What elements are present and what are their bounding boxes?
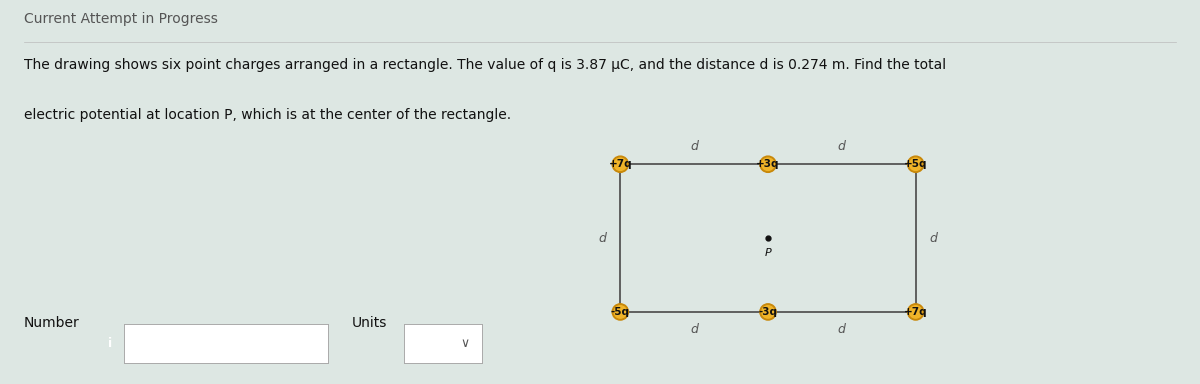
Text: +7q: +7q [904, 307, 928, 317]
Circle shape [762, 158, 774, 170]
Text: Number: Number [24, 316, 79, 329]
Text: d: d [838, 323, 846, 336]
Text: i: i [108, 337, 113, 350]
Text: P: P [764, 248, 772, 258]
Circle shape [614, 158, 626, 170]
Text: d: d [690, 323, 698, 336]
Text: The drawing shows six point charges arranged in a rectangle. The value of q is 3: The drawing shows six point charges arra… [24, 58, 946, 71]
Text: ∨: ∨ [461, 337, 470, 350]
Text: electric potential at location P, which is at the center of the rectangle.: electric potential at location P, which … [24, 108, 511, 121]
Circle shape [907, 304, 924, 320]
Text: d: d [838, 140, 846, 153]
Text: d: d [599, 232, 606, 245]
Text: +3q: +3q [756, 159, 780, 169]
Circle shape [760, 304, 776, 320]
Circle shape [614, 306, 626, 318]
Circle shape [910, 306, 922, 318]
Circle shape [910, 158, 922, 170]
Text: Current Attempt in Progress: Current Attempt in Progress [24, 12, 218, 25]
Text: -5q: -5q [611, 307, 630, 317]
Circle shape [760, 156, 776, 172]
Text: Units: Units [352, 316, 386, 329]
Circle shape [907, 156, 924, 172]
Text: +7q: +7q [608, 159, 632, 169]
Circle shape [762, 306, 774, 318]
Text: -3q: -3q [758, 307, 778, 317]
Circle shape [612, 156, 629, 172]
Text: +5q: +5q [904, 159, 928, 169]
Text: d: d [930, 232, 937, 245]
Circle shape [612, 304, 629, 320]
Text: d: d [690, 140, 698, 153]
